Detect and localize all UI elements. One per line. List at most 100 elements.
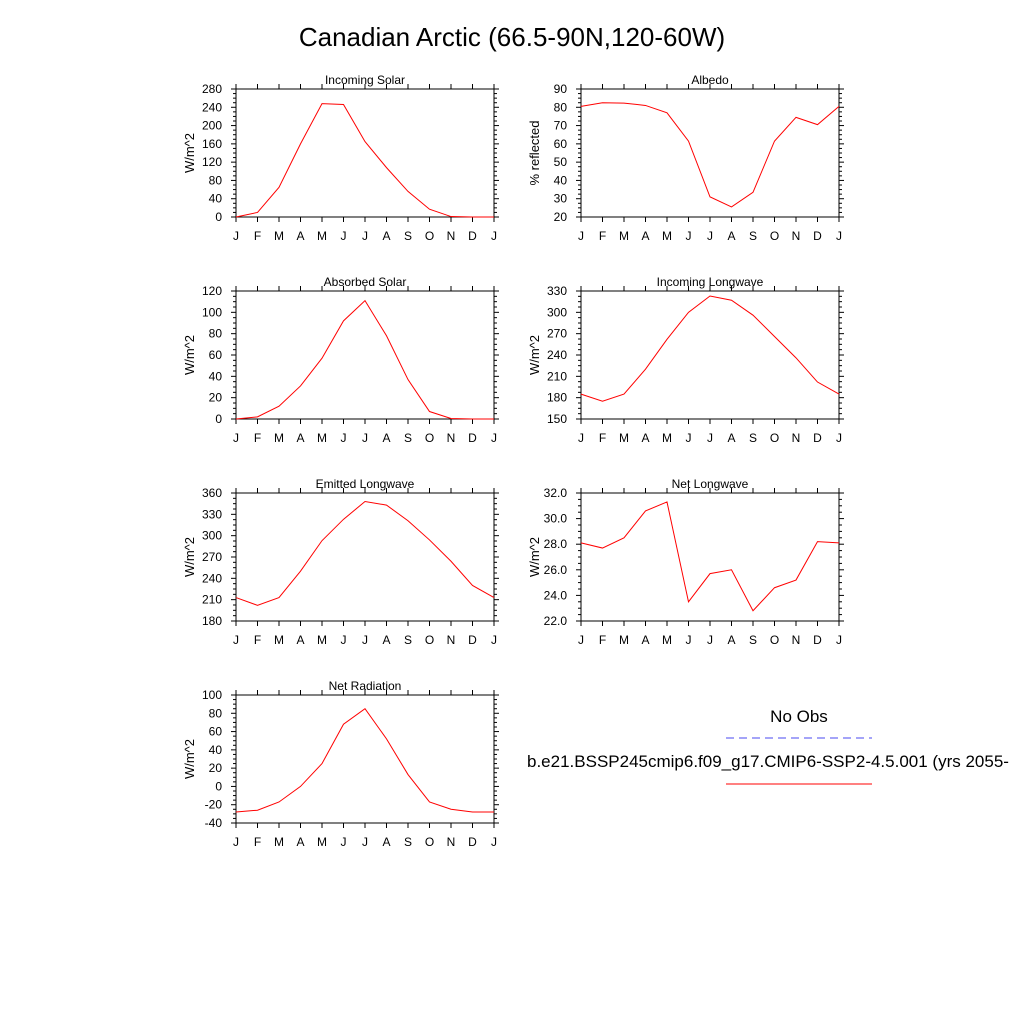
y-tick-label: 300 [547, 305, 567, 319]
chart-title: Emitted Longwave [316, 477, 415, 491]
x-tick-label: D [468, 229, 477, 243]
y-tick-label: -20 [205, 798, 223, 812]
x-tick-label: M [274, 835, 284, 849]
x-tick-label: S [404, 835, 412, 849]
y-tick-label: 240 [202, 571, 222, 585]
x-tick-label: J [686, 431, 692, 445]
x-tick-label: A [641, 431, 649, 445]
y-tick-label: 120 [202, 284, 222, 298]
x-tick-label: O [425, 229, 434, 243]
y-tick-label: 210 [547, 369, 567, 383]
y-tick-label: 0 [215, 412, 222, 426]
series-line-1 [235, 708, 494, 813]
x-tick-label: M [274, 229, 284, 243]
x-tick-label: F [254, 229, 261, 243]
y-tick-label: 100 [202, 688, 222, 702]
plot-frame [580, 492, 840, 622]
x-tick-label: D [813, 431, 822, 445]
x-tick-label: A [382, 633, 390, 647]
y-tick-label: 20 [209, 761, 223, 775]
legend-label-model: b.e21.BSSP245cmip6.f09_g17.CMIP6-SSP2-4.… [527, 752, 1009, 771]
y-tick-label: 330 [547, 284, 567, 298]
y-tick-label: 40 [554, 173, 568, 187]
x-tick-label: M [317, 835, 327, 849]
y-tick-label: 60 [554, 137, 568, 151]
x-tick-label: N [792, 229, 801, 243]
x-tick-label: M [662, 431, 672, 445]
x-tick-label: J [362, 431, 368, 445]
x-tick-label: M [662, 633, 672, 647]
y-axis-label: W/m^2 [182, 335, 197, 375]
y-tick-label: 80 [209, 706, 223, 720]
x-tick-label: N [447, 633, 456, 647]
x-tick-label: N [447, 835, 456, 849]
y-tick-label: 40 [209, 192, 223, 206]
x-tick-label: M [317, 431, 327, 445]
x-tick-label: N [792, 431, 801, 445]
x-tick-label: J [707, 229, 713, 243]
x-tick-label: M [274, 633, 284, 647]
figure-title: Canadian Arctic (66.5-90N,120-60W) [299, 22, 725, 52]
x-tick-label: D [813, 633, 822, 647]
y-tick-label: 32.0 [544, 486, 568, 500]
y-tick-label: 60 [209, 725, 223, 739]
x-tick-label: M [317, 229, 327, 243]
x-tick-label: A [296, 229, 304, 243]
x-tick-label: J [341, 431, 347, 445]
y-tick-label: 270 [547, 327, 567, 341]
y-tick-label: 150 [547, 412, 567, 426]
series-line-1 [235, 103, 494, 218]
chart-title: Absorbed Solar [324, 275, 407, 289]
x-tick-label: S [404, 431, 412, 445]
y-tick-label: 20 [554, 210, 568, 224]
y-tick-label: 180 [547, 391, 567, 405]
x-tick-label: N [792, 633, 801, 647]
x-tick-label: J [233, 633, 239, 647]
chart-title: Net Radiation [329, 679, 402, 693]
x-tick-label: J [233, 229, 239, 243]
x-tick-label: M [274, 431, 284, 445]
x-tick-label: D [813, 229, 822, 243]
y-axis-label: W/m^2 [182, 739, 197, 779]
panels: Incoming SolarW/m^204080120160200240280J… [182, 73, 844, 849]
x-tick-label: O [425, 633, 434, 647]
x-tick-label: F [254, 633, 261, 647]
x-tick-label: F [599, 229, 606, 243]
chart-title: Albedo [691, 73, 729, 87]
x-tick-label: J [686, 229, 692, 243]
x-tick-label: J [836, 633, 842, 647]
series-line-1 [235, 501, 495, 606]
x-tick-label: O [770, 431, 779, 445]
chart-panel-5: Emitted Longwave W/m^2 180 210 240 270 300 330 3… [182, 477, 499, 647]
x-tick-label: J [491, 229, 497, 243]
legend-label-obs: No Obs [770, 707, 828, 726]
x-tick-label: J [836, 431, 842, 445]
x-tick-label: O [770, 229, 779, 243]
x-tick-label: F [599, 431, 606, 445]
series-line-1 [580, 501, 840, 612]
x-tick-label: S [749, 229, 757, 243]
x-tick-label: A [641, 633, 649, 647]
x-tick-label: O [770, 633, 779, 647]
x-tick-label: A [382, 229, 390, 243]
chart-title: Incoming Solar [325, 73, 405, 87]
x-tick-label: J [578, 229, 584, 243]
y-tick-label: 40 [209, 369, 223, 383]
chart-title: Incoming Longwave [657, 275, 764, 289]
y-tick-label: 30.0 [544, 512, 568, 526]
y-tick-label: 80 [209, 327, 223, 341]
x-tick-label: S [404, 633, 412, 647]
x-tick-label: F [254, 835, 261, 849]
x-tick-label: J [491, 633, 497, 647]
x-tick-label: A [727, 633, 735, 647]
x-tick-label: S [749, 633, 757, 647]
y-tick-label: 20 [209, 391, 223, 405]
x-tick-label: O [425, 835, 434, 849]
y-tick-label: 100 [202, 305, 222, 319]
legend: No Obs b.e21.BSSP245cmip6.f09_g17.CMIP6-… [527, 707, 1009, 785]
x-tick-label: M [662, 229, 672, 243]
y-tick-label: 50 [554, 155, 568, 169]
x-tick-label: A [641, 229, 649, 243]
